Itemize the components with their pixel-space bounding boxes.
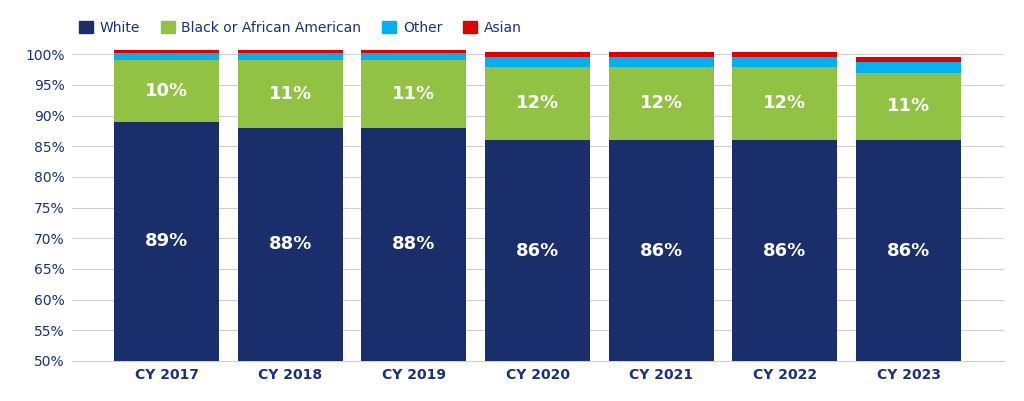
Bar [608, 57, 714, 67]
Bar [856, 140, 962, 401]
Text: 12%: 12% [763, 94, 807, 112]
Text: 11%: 11% [268, 85, 312, 103]
Text: 86%: 86% [887, 241, 930, 259]
Text: 88%: 88% [392, 235, 435, 253]
Text: 89%: 89% [145, 232, 188, 250]
Bar [608, 67, 714, 140]
Text: 86%: 86% [516, 241, 559, 259]
Bar [856, 62, 962, 73]
Text: 11%: 11% [392, 85, 435, 103]
Bar [361, 128, 467, 401]
Text: 11%: 11% [887, 97, 930, 115]
Bar [608, 140, 714, 401]
Text: 10%: 10% [145, 82, 188, 100]
Bar [732, 67, 838, 140]
Bar [238, 53, 343, 61]
Bar [361, 61, 467, 128]
Bar [732, 140, 838, 401]
Bar [114, 61, 219, 122]
Bar [114, 122, 219, 401]
Bar [485, 67, 590, 140]
Bar [361, 53, 467, 61]
Legend: White, Black or African American, Other, Asian: White, Black or African American, Other,… [79, 21, 522, 35]
Bar [114, 50, 219, 53]
Text: 86%: 86% [640, 241, 683, 259]
Bar [856, 57, 962, 62]
Bar [238, 128, 343, 401]
Bar [732, 57, 838, 67]
Text: 12%: 12% [640, 94, 683, 112]
Bar [856, 73, 962, 140]
Text: 86%: 86% [763, 241, 807, 259]
Bar [238, 50, 343, 53]
Text: 12%: 12% [516, 94, 559, 112]
Bar [361, 50, 467, 53]
Bar [485, 140, 590, 401]
Bar [732, 53, 838, 57]
Bar [608, 53, 714, 57]
Bar [485, 53, 590, 57]
Bar [114, 53, 219, 61]
Bar [485, 57, 590, 67]
Text: 88%: 88% [268, 235, 312, 253]
Bar [238, 61, 343, 128]
